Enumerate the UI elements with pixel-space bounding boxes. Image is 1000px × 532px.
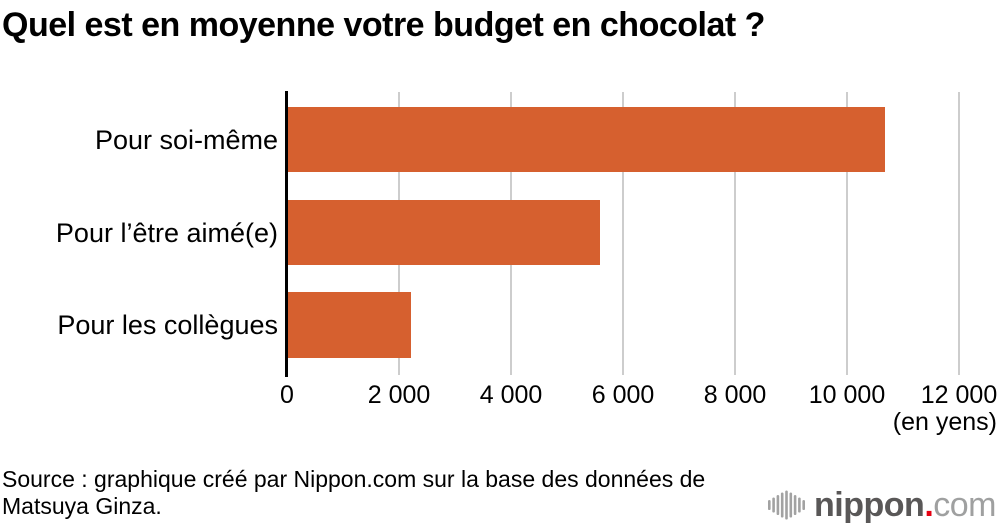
x-tick-label: 4 000 [479, 381, 543, 409]
x-tick-label: 10 000 [808, 381, 886, 409]
logo-tld-text: com [933, 485, 996, 524]
gridline [846, 92, 848, 375]
gridline [622, 92, 624, 375]
soundwave-icon [768, 490, 806, 520]
x-tick-label: 12 000 [920, 381, 998, 409]
bar [288, 200, 600, 265]
logo-wordmark: nippon.com [814, 486, 996, 525]
gridline [734, 92, 736, 375]
source-note-line1: Source : graphique créé par Nippon.com s… [2, 466, 706, 492]
category-label: Pour l’être aimé(e) [55, 217, 278, 248]
source-note-line2: Matsuya Ginza. [2, 493, 162, 519]
x-tick-label: 2 000 [367, 381, 431, 409]
y-axis-line [285, 91, 288, 377]
x-tick-label: 8 000 [703, 381, 767, 409]
x-axis-unit-label: (en yens) [892, 408, 997, 436]
chart-title: Quel est en moyenne votre budget en choc… [2, 6, 765, 44]
category-label: Pour les collègues [57, 310, 278, 340]
category-label: Pour soi-même [94, 124, 278, 155]
logo-dot: . [924, 485, 934, 524]
x-tick-label: 0 [280, 381, 294, 409]
nippon-com-logo: nippon.com [767, 486, 996, 524]
bar [288, 107, 885, 172]
bar [288, 292, 411, 358]
logo-name-text: nippon [814, 485, 925, 524]
source-note: Source : graphique créé par Nippon.com s… [2, 466, 705, 520]
x-tick-label: 6 000 [591, 381, 655, 409]
gridline [958, 92, 960, 375]
